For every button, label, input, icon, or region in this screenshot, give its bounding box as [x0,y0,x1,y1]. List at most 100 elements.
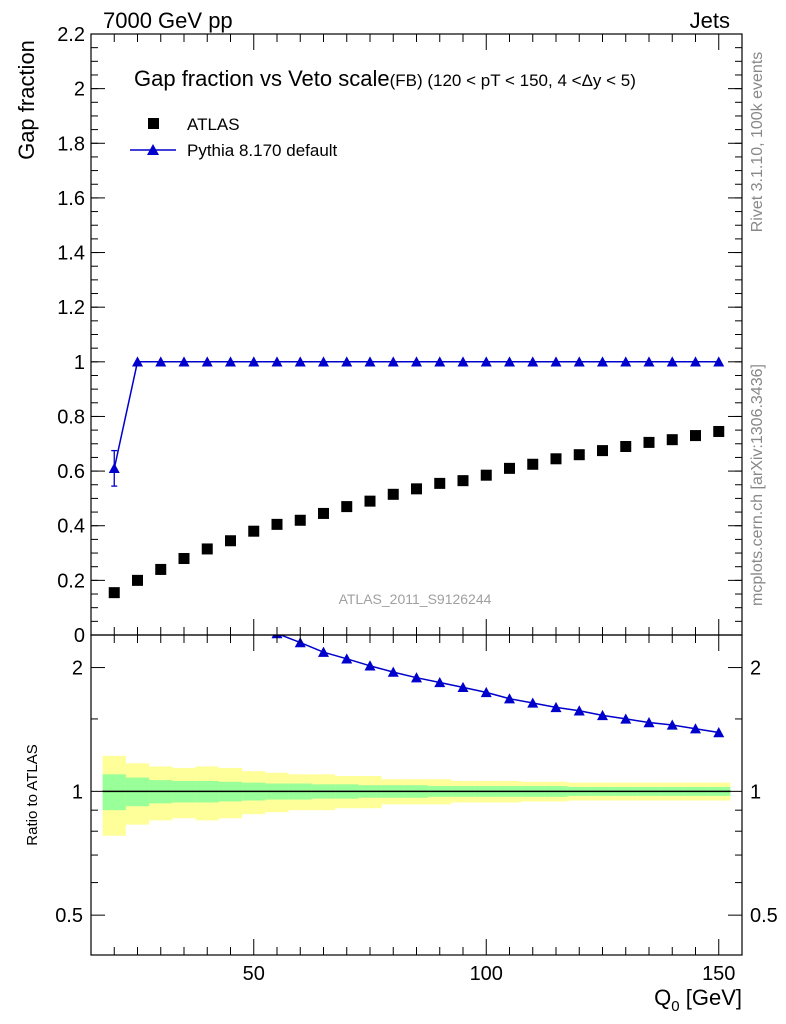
atlas-point [294,514,306,526]
atlas-point [108,587,120,599]
pythia-point [527,356,539,367]
ratio-point [411,672,422,683]
xaxis-title-unit: [GeV] [680,985,742,1010]
ratio-y-tick-label-right: 1 [750,781,761,803]
atlas-point [155,563,167,575]
ratio-point [480,686,492,698]
ratio-line [278,635,719,734]
y-tick-label: 0 [74,625,85,647]
atlas-point [527,458,539,470]
pythia-point [411,356,422,367]
header-right: Jets [690,8,730,33]
chart-title: Gap fraction vs Veto scale(FB) (120 < pT… [134,66,636,91]
ratio-point [527,697,539,708]
ratio-point [713,727,725,738]
atlas-point [132,574,143,586]
atlas-point [411,483,422,495]
ratio-y-tick-label: 1 [72,781,83,803]
legend: ATLAS Pythia 8.170 default [130,115,338,160]
y-tick-label: 0.2 [57,570,85,592]
y-tick-label: 1.2 [57,297,85,319]
main-plot [108,356,725,599]
ratio-point [318,646,329,657]
pythia-point [178,356,190,367]
pythia-point [643,356,655,367]
atlas-point [666,434,678,446]
pythia-point [294,356,306,367]
atlas-point [620,441,632,453]
chart-title-main: Gap fraction vs Veto scale [134,66,390,91]
atlas-point [387,488,399,500]
pythia-point [132,356,143,367]
ratio-point [666,719,678,730]
ratio-point [387,666,399,677]
y-tick-label: 1.8 [57,133,85,155]
y-tick-label: 1 [74,352,85,374]
pythia-point [550,356,562,367]
pythia-point [341,356,353,367]
main-ylabel: Gap fraction [14,40,39,160]
pythia-point [457,356,469,367]
pythia-point [248,356,260,367]
pythia-point [387,356,399,367]
header-left: 7000 GeV pp [103,8,233,33]
pythia-point [434,356,446,367]
atlas-point [248,525,260,537]
atlas-point [341,501,353,513]
ratio-y-tick-label: 0.5 [55,905,83,927]
legend-atlas-label: ATLAS [187,115,240,134]
ratio-ylabel: Ratio to ATLAS [24,744,41,845]
ratio-y-tick-label-right: 0.5 [750,905,778,927]
atlas-point [271,518,283,530]
pythia-point [318,356,329,367]
ratio-point [341,653,353,664]
legend-pythia-marker [147,144,159,155]
pythia-point [620,356,632,367]
atlas-point [225,535,236,547]
chart-subtitle: (FB) (120 < pT < 150, 4 <Δy < 5) [390,71,636,90]
y-tick-label: 0.4 [57,516,85,538]
y-tick-label: 1.6 [57,188,85,210]
legend-pythia-label: Pythia 8.170 default [187,141,338,160]
y-tick-label: 0.6 [57,461,85,483]
pythia-point [155,356,167,367]
pythia-point [666,356,678,367]
pythia-point [225,356,236,367]
atlas-point [713,425,725,437]
legend-atlas-marker [148,118,159,129]
ratio-point [620,713,632,724]
xaxis-title-subscript: 0 [671,998,679,1015]
atlas-point [597,445,608,457]
x-tick-label: 50 [243,963,265,985]
ratio-y-tick-label: 2 [72,658,83,680]
pythia-point [201,356,213,367]
atlas-point [480,469,492,481]
atlas-point [178,553,190,565]
atlas-point [318,507,329,519]
ratio-y-tick-label-right: 2 [750,658,761,680]
atlas-point [573,449,585,461]
atlas-point [364,495,376,507]
ratio-point [690,723,701,734]
pythia-point [504,356,515,367]
atlas-point [690,430,701,442]
ratio-point [504,693,515,704]
pythia-point [480,356,492,367]
ratio-point [434,676,446,688]
ratio-point [364,660,376,671]
ratio-plot [102,635,731,836]
pythia-point [271,356,283,367]
xaxis-title-symbol: Q [654,985,671,1010]
atlas-point [504,462,515,474]
xaxis-title: Q0 [GeV] [654,985,742,1015]
pythia-point [713,356,725,367]
y-tick-label: 2 [74,79,85,101]
x-tick-label: 100 [470,963,503,985]
ratio-point [643,717,655,728]
atlas-point [201,543,213,555]
atlas-point [550,453,562,465]
y-tick-label: 2.2 [57,24,85,46]
y-tick-label: 0.8 [57,406,85,428]
atlas-point [434,477,446,489]
annotation: ATLAS_2011_S9126244 [339,591,492,607]
